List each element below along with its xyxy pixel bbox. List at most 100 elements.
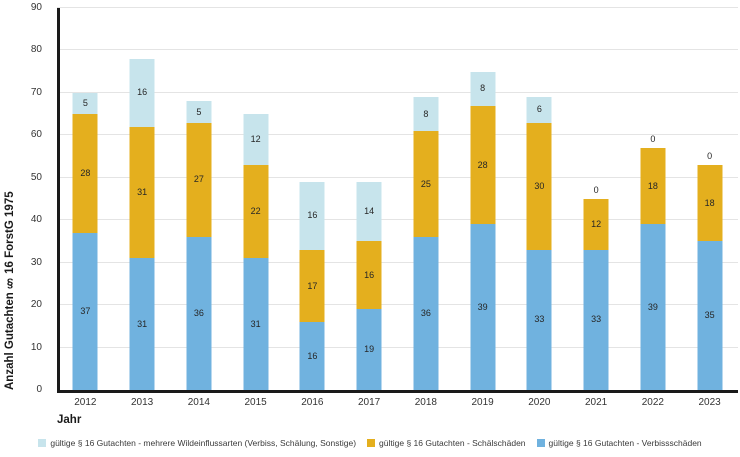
x-axis-labels: 2012 2013 2014 2015 2016 2017 2018 2019 2020 2021… xyxy=(57,397,738,408)
x-axis-label: 2015 xyxy=(244,397,267,408)
bar-2016: 16 17 16 xyxy=(284,8,341,390)
bar-segment: 33 xyxy=(526,249,552,390)
x-axis-label: 2020 xyxy=(528,397,551,408)
bar-value-label: 18 xyxy=(704,197,715,208)
bar-segment: 31 xyxy=(129,126,155,259)
bar-value-label: 16 xyxy=(137,87,148,98)
legend-swatch xyxy=(38,439,47,447)
legend-item: gültige § 16 Gutachten - Verbissschäden xyxy=(536,438,702,448)
bar-segment: 18 xyxy=(640,148,666,225)
bar-segment: 12 xyxy=(583,199,609,250)
bar-value-label: 14 xyxy=(364,206,375,217)
x-axis-label: 2016 xyxy=(301,397,324,408)
bar-value-label: 0 xyxy=(650,134,656,145)
bar-value-label: 31 xyxy=(250,318,261,329)
bar-segment: 33 xyxy=(583,249,609,390)
x-axis-label: 2018 xyxy=(414,397,437,408)
bar-2012: 37 28 5 xyxy=(57,8,114,390)
bar-value-label: 16 xyxy=(364,269,375,280)
bar-segment: 36 xyxy=(413,237,439,390)
x-axis-label: 2012 xyxy=(74,397,97,408)
y-tick-label: 10 xyxy=(30,341,42,353)
x-axis-line xyxy=(57,390,738,393)
plot-area: 37 28 5 31 31 16 36 27 5 31 22 12 16 17 16 19 16 14 36 25 8 3… xyxy=(57,7,738,390)
gridline xyxy=(57,176,738,178)
gridline xyxy=(57,346,738,348)
bar-segment: 8 xyxy=(413,97,439,132)
bar-value-label: 25 xyxy=(420,178,431,189)
x-axis-title: Jahr xyxy=(57,414,82,426)
bar-value-label: 28 xyxy=(80,168,91,179)
x-axis-label: 2019 xyxy=(471,397,494,408)
bar-value-label: 16 xyxy=(307,350,318,361)
bar-value-label: 18 xyxy=(647,180,658,191)
bars-container: 37 28 5 31 31 16 36 27 5 31 22 12 16 17 16 19 16 14 36 25 8 3… xyxy=(57,8,738,390)
y-tick-label: 70 xyxy=(30,86,42,98)
bar-value-label: 6 xyxy=(536,104,542,115)
bar-segment: 36 xyxy=(186,237,212,390)
bar-value-label: 31 xyxy=(137,318,148,329)
legend-label: gültige § 16 Gutachten - mehrere Wildein… xyxy=(50,438,357,448)
gridline xyxy=(57,91,738,93)
y-tick-label: 90 xyxy=(30,2,42,13)
bar-segment: 19 xyxy=(356,309,382,390)
bar-value-label: 30 xyxy=(534,180,545,191)
legend-swatch xyxy=(536,439,545,447)
bar-2019: 39 28 8 xyxy=(454,8,511,390)
bar-value-label: 12 xyxy=(591,218,602,229)
bar-segment: 28 xyxy=(470,105,496,225)
bar-segment: 6 xyxy=(526,97,552,123)
gridline xyxy=(57,219,738,221)
x-axis-label: 2023 xyxy=(698,397,721,408)
y-axis-ticks: 0 10 20 30 40 50 60 70 80 90 xyxy=(0,2,50,395)
x-axis-label: 2017 xyxy=(358,397,381,408)
bar-segment: 17 xyxy=(299,249,325,323)
bar-segment: 27 xyxy=(186,122,212,238)
bar-segment: 12 xyxy=(243,114,269,166)
bar-2018: 36 25 8 xyxy=(398,8,455,390)
y-tick-label: 40 xyxy=(30,214,42,226)
gridline xyxy=(57,304,738,306)
bar-segment: 30 xyxy=(526,122,552,250)
bar-segment: 8 xyxy=(470,71,496,106)
bar-value-label: 5 xyxy=(196,106,202,117)
y-tick-label: 60 xyxy=(30,129,42,141)
bar-segment: 25 xyxy=(413,131,439,238)
bar-segment: 31 xyxy=(243,258,269,390)
bar-segment: 16 xyxy=(299,322,325,390)
bar-segment: 18 xyxy=(697,165,723,242)
legend: gültige § 16 Gutachten - mehrere Wildein… xyxy=(0,438,740,448)
bar-segment: 5 xyxy=(186,101,212,123)
bar-segment: 14 xyxy=(356,182,382,242)
bar-value-label: 35 xyxy=(704,310,715,321)
bar-value-label: 22 xyxy=(250,206,261,217)
bar-2013: 31 31 16 xyxy=(114,8,171,390)
bar-value-label: 33 xyxy=(591,314,602,325)
bar-segment: 22 xyxy=(243,165,269,259)
bar-segment: 31 xyxy=(129,258,155,390)
bar-segment: 39 xyxy=(470,224,496,390)
gridline xyxy=(57,261,738,263)
bar-value-label: 5 xyxy=(82,98,88,109)
bar-segment: 35 xyxy=(697,241,723,390)
bar-2022: 39 18 0 xyxy=(625,8,682,390)
bar-2014: 36 27 5 xyxy=(171,8,228,390)
bar-2021: 33 12 0 xyxy=(568,8,625,390)
legend-label: gültige § 16 Gutachten - Schälschäden xyxy=(379,438,526,448)
bar-value-label: 0 xyxy=(593,185,599,195)
x-axis-label: 2021 xyxy=(585,397,608,408)
bar-value-label: 16 xyxy=(307,210,318,221)
x-axis-label: 2013 xyxy=(131,397,154,408)
bar-segment: 16 xyxy=(299,182,325,250)
legend-item: gültige § 16 Gutachten - Schälschäden xyxy=(367,438,526,448)
x-axis-label: 2014 xyxy=(187,397,210,408)
bar-value-label: 27 xyxy=(193,174,204,185)
bar-segment: 16 xyxy=(356,241,382,310)
y-tick-label: 0 xyxy=(36,384,42,395)
bar-value-label: 17 xyxy=(307,280,318,291)
bar-segment: 5 xyxy=(72,92,98,115)
y-tick-label: 50 xyxy=(30,171,42,183)
bar-value-label: 8 xyxy=(480,83,486,94)
legend-item: gültige § 16 Gutachten - mehrere Wildein… xyxy=(38,438,356,448)
